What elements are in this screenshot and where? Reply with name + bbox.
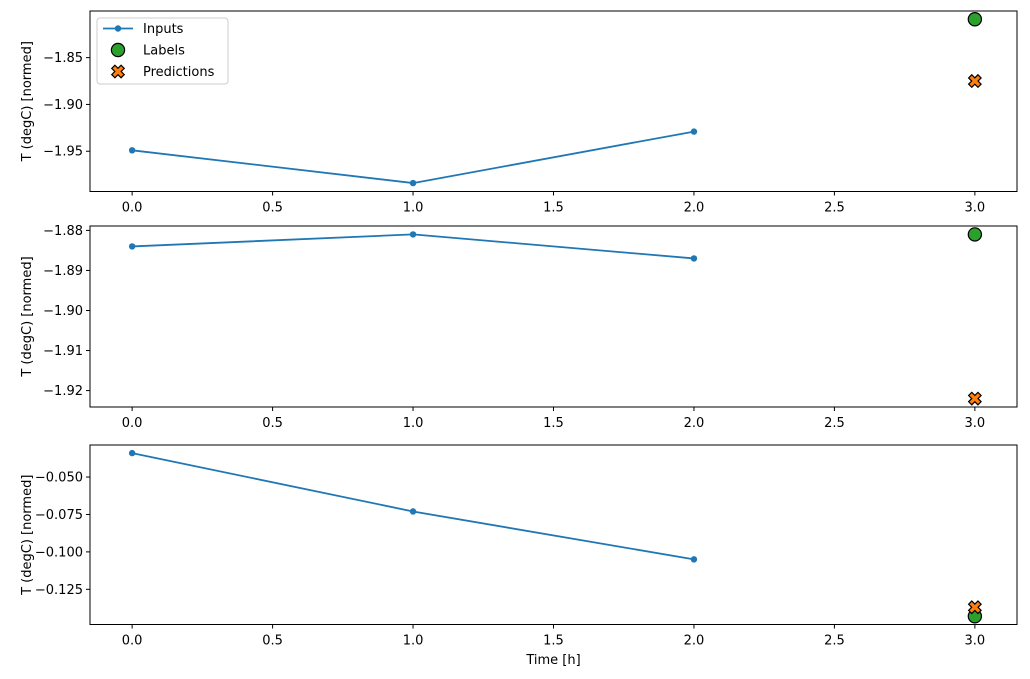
inputs-line: [132, 233, 695, 260]
x-tick-label: 3.0: [965, 416, 986, 431]
x-tick-label: 3.0: [965, 201, 986, 216]
legend-item-label: Labels: [143, 44, 185, 59]
y-axis-label: T (degC) [normed]: [20, 475, 35, 596]
predictions-x-marker: [967, 73, 982, 89]
x-tick-label: 1.5: [543, 416, 564, 431]
x-axis-ticks: 0.0 0.5 1.0 1.5 2.0 2.5 3.0: [122, 191, 986, 216]
y-axis-ticks: −1.85 −1.90 −1.95: [43, 51, 90, 160]
y-tick-label: −1.85: [43, 51, 83, 66]
y-axis-ticks: −0.050 −0.075 −0.100 −0.125: [35, 471, 90, 598]
series-inputs: [128, 449, 698, 563]
legend-item-label: Predictions: [143, 65, 215, 80]
y-tick-label: −1.90: [43, 304, 83, 319]
series-predictions: [967, 73, 982, 89]
y-tick-label: −1.89: [43, 264, 83, 279]
x-tick-label: 2.0: [684, 634, 705, 649]
y-tick-label: −0.050: [35, 471, 83, 486]
legend: Inputs Labels Predictions: [96, 17, 229, 85]
x-tick-label: 0.5: [262, 634, 283, 649]
x-axis-label: Time [h]: [525, 653, 580, 668]
x-tick-label: 2.5: [824, 201, 845, 216]
x-tick-label: 2.0: [684, 416, 705, 431]
legend-labels-circle-icon: [110, 42, 126, 58]
y-tick-label: −0.125: [35, 583, 83, 598]
series-inputs: [128, 128, 698, 187]
series-labels: [967, 227, 983, 242]
labels-circle-marker: [967, 227, 983, 242]
inputs-point-marker: [128, 243, 136, 250]
x-tick-label: 2.5: [824, 416, 845, 431]
x-tick-label: 1.5: [543, 201, 564, 216]
x-tick-label: 1.0: [403, 416, 424, 431]
y-tick-label: −1.91: [43, 344, 83, 359]
x-tick-label: 0.0: [122, 201, 143, 216]
predictions-x-marker: [967, 391, 982, 406]
x-axis-ticks: 0.0 0.5 1.0 1.5 2.0 2.5 3.0: [122, 624, 986, 649]
x-tick-label: 0.0: [122, 416, 143, 431]
legend-predictions-x-icon: [110, 64, 126, 79]
axes-frame: [89, 225, 1018, 408]
y-tick-label: −1.88: [43, 224, 83, 239]
series-predictions: [967, 600, 982, 615]
x-tick-label: 0.5: [262, 201, 283, 216]
series-inputs: [128, 231, 698, 262]
inputs-point-marker: [128, 147, 136, 154]
subplot-3: 0.0 0.5 1.0 1.5 2.0 2.5 3.0−0.050−0.075−0.100−…: [20, 444, 1018, 668]
y-tick-label: −1.92: [43, 384, 83, 399]
inputs-line: [132, 130, 695, 184]
x-axis-ticks: 0.0 0.5 1.0 1.5 2.0 2.5 3.0: [122, 407, 985, 431]
inputs-point-marker: [409, 231, 417, 238]
legend-inputs-dot-icon: [114, 25, 122, 32]
x-tick-label: 3.0: [965, 634, 986, 649]
y-tick-label: −0.100: [35, 545, 83, 560]
y-tick-label: −1.90: [43, 98, 83, 113]
x-tick-label: 1.0: [403, 201, 424, 216]
inputs-line: [131, 452, 695, 561]
inputs-point-marker: [690, 556, 698, 563]
x-tick-label: 1.5: [543, 634, 564, 649]
y-tick-label: −0.075: [35, 508, 83, 523]
subplot-2: 0.0 0.5 1.0 1.5 2.0 2.5 3.0 −1.88 −1.89 −1.90 −1.9…: [20, 224, 1018, 431]
legend-item-label: Inputs: [143, 22, 184, 37]
x-tick-label: 2.5: [824, 634, 845, 649]
inputs-point-marker: [128, 449, 136, 457]
labels-circle-marker: [967, 12, 983, 27]
y-axis-label: T (degC) [normed]: [20, 256, 35, 377]
series-predictions: [967, 391, 982, 406]
inputs-point-marker: [409, 179, 417, 187]
x-tick-label: 2.0: [684, 201, 705, 216]
y-tick-label: −1.95: [43, 145, 83, 160]
x-tick-label: 0.5: [262, 416, 283, 431]
x-tick-label: 0.0: [122, 634, 143, 649]
x-tick-label: 1.0: [403, 634, 424, 649]
axes-frame: [89, 10, 1018, 192]
inputs-point-marker: [690, 255, 698, 262]
subplot-1: 0.0 0.5 1.0 1.5 2.0 2.5 3.0 −1.85 −1.90 −1.95 T (d…: [20, 10, 1018, 216]
predictions-x-marker: [967, 600, 982, 615]
legend-box: [96, 17, 229, 85]
series-labels: [967, 12, 983, 27]
y-axis-ticks: −1.88 −1.89 −1.90 −1.91 −1.92: [43, 224, 90, 399]
inputs-point-marker: [690, 128, 698, 135]
y-axis-label: T (degC) [normed]: [20, 41, 35, 162]
inputs-point-marker: [409, 508, 417, 515]
